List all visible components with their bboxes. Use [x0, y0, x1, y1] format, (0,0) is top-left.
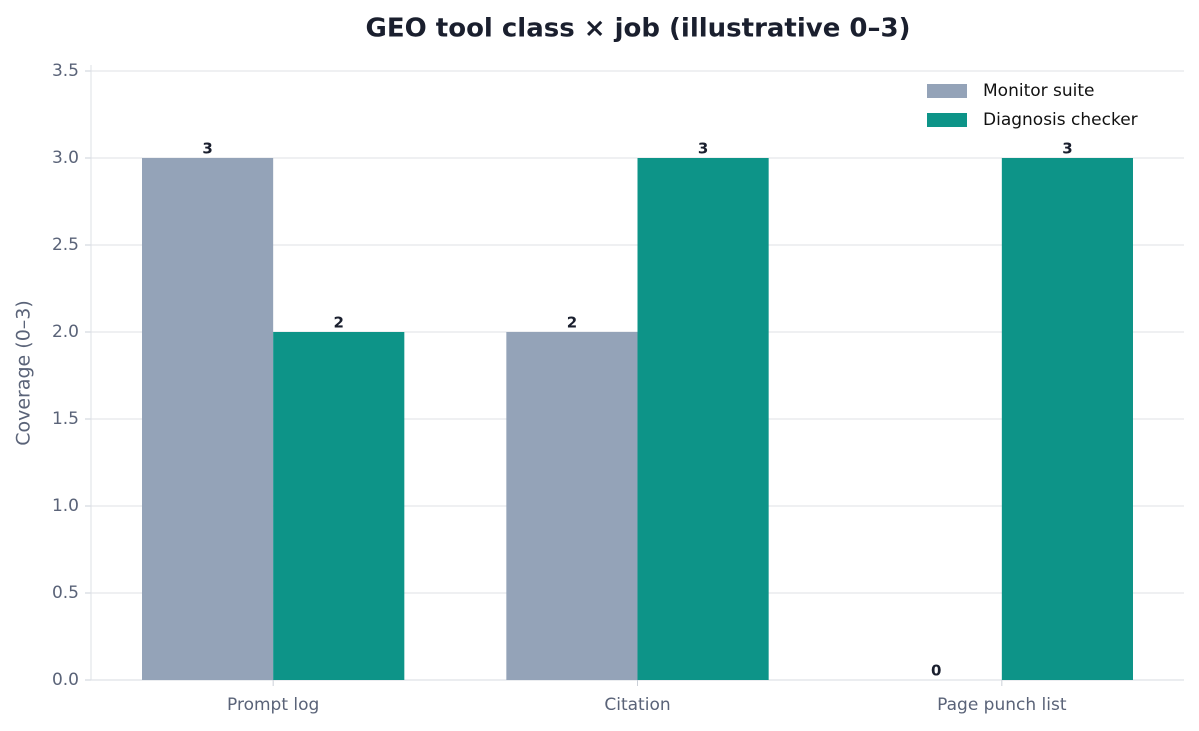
y-tick-label: 1.0: [52, 496, 79, 516]
x-tick-label: Page punch list: [937, 695, 1067, 715]
y-tick-label: 3.0: [52, 148, 79, 168]
data-label: 2: [567, 314, 577, 332]
x-tick-label: Prompt log: [227, 695, 319, 715]
data-label: 3: [1062, 140, 1072, 158]
bar: [506, 332, 638, 680]
legend-label: Diagnosis checker: [983, 110, 1138, 130]
y-tick-label: 3.5: [52, 61, 79, 81]
bar: [637, 158, 769, 680]
data-label: 0: [931, 662, 941, 680]
legend-swatch: [927, 84, 967, 98]
data-label: 3: [202, 140, 212, 158]
y-tick-label: 1.5: [52, 409, 79, 429]
legend-label: Monitor suite: [983, 81, 1095, 101]
data-label: 3: [698, 140, 708, 158]
legend-swatch: [927, 113, 967, 127]
y-axis-label: Coverage (0–3): [13, 300, 35, 446]
y-tick-label: 2.0: [52, 322, 79, 342]
y-tick-label: 2.5: [52, 235, 79, 255]
data-label: 2: [334, 314, 344, 332]
bar: [273, 332, 405, 680]
y-tick-label: 0.0: [52, 670, 79, 690]
x-tick-label: Citation: [604, 695, 670, 715]
bar: [142, 158, 274, 680]
bar: [1001, 158, 1133, 680]
chart-title: GEO tool class × job (illustrative 0–3): [366, 14, 911, 44]
y-tick-label: 0.5: [52, 583, 79, 603]
